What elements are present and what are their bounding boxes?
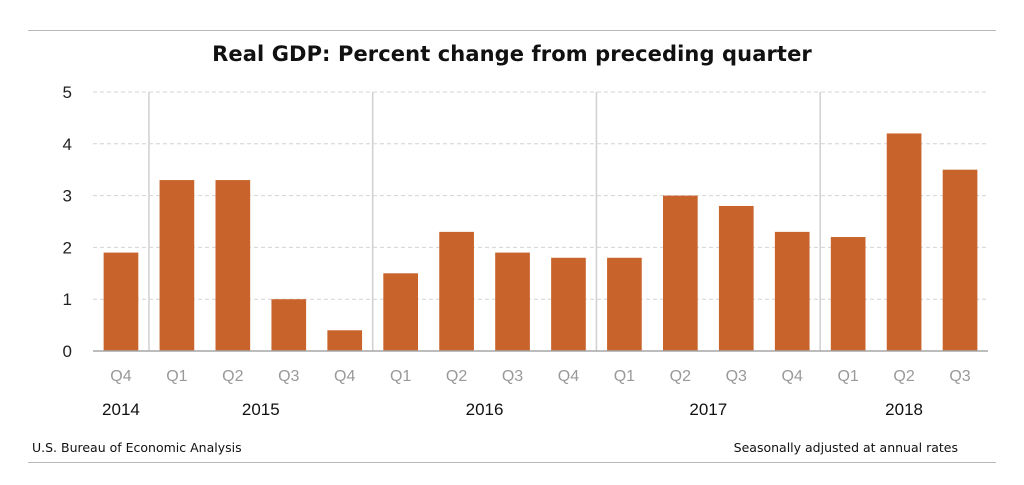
bar [271, 299, 307, 351]
bar [439, 231, 474, 351]
chart-title: Real GDP: Percent change from preceding … [212, 42, 812, 66]
quarter-tick-label: Q4 [110, 368, 131, 385]
bar [663, 195, 698, 351]
bar [830, 237, 866, 351]
quarter-tick-label: Q1 [166, 368, 187, 385]
bar [215, 180, 251, 351]
quarter-tick-label: Q2 [893, 368, 914, 385]
bar [774, 231, 810, 351]
bar [718, 205, 754, 351]
quarter-tick-label: Q4 [334, 368, 355, 385]
quarter-tick-label: Q1 [614, 368, 635, 385]
adjustment-note: Seasonally adjusted at annual rates [733, 440, 958, 455]
quarter-tick-label: Q2 [446, 368, 467, 385]
y-tick-label: 5 [63, 83, 72, 102]
bar [159, 180, 195, 351]
year-label: 2017 [689, 400, 727, 419]
bar [383, 273, 418, 351]
y-tick-label: 4 [63, 135, 72, 154]
y-tick-label: 2 [63, 238, 72, 257]
gdp-bar-chart: 0 1 2 3 4 5 Q4 Q1 Q2 Q3 Q4 Q1 Q2 Q3 Q4 Q1 Q2 Q3 Q4 Q1 Q2 Q3 20… [63, 83, 988, 419]
quarter-tick-label: Q4 [558, 368, 579, 385]
quarter-tick-label: Q2 [222, 368, 243, 385]
quarter-tick-label: Q1 [390, 368, 411, 385]
source-note: U.S. Bureau of Economic Analysis [32, 440, 242, 455]
quarter-tick-label: Q2 [670, 368, 691, 385]
year-label: 2018 [885, 400, 923, 419]
bar [551, 257, 586, 351]
top-rule [28, 30, 996, 31]
bar [103, 252, 139, 351]
y-tick-label: 1 [63, 290, 72, 309]
bar [942, 169, 978, 351]
year-label: 2015 [242, 400, 280, 419]
quarter-tick-label: Q3 [502, 368, 523, 385]
y-tick-label: 3 [63, 187, 72, 206]
quarter-tick-label: Q4 [782, 368, 803, 385]
quarter-tick-label: Q3 [949, 368, 970, 385]
bar [886, 133, 922, 351]
year-label: 2016 [466, 400, 504, 419]
quarter-tick-label: Q3 [726, 368, 747, 385]
quarter-tick-label: Q1 [837, 368, 858, 385]
bar [607, 257, 642, 351]
bar [495, 252, 530, 351]
bottom-rule [28, 462, 996, 463]
quarter-tick-label: Q3 [278, 368, 299, 385]
bar [327, 330, 363, 351]
y-tick-label: 0 [63, 342, 72, 361]
year-label: 2014 [102, 400, 140, 419]
